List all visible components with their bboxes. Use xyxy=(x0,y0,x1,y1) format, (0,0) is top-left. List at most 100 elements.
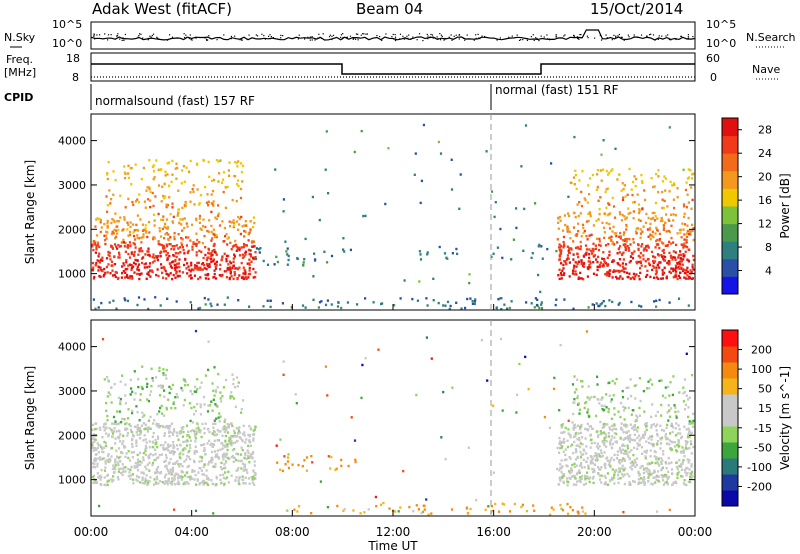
heatmap-cell xyxy=(575,464,578,467)
noise-search-dot xyxy=(185,36,187,39)
heatmap-cell xyxy=(571,272,574,275)
heatmap-cell xyxy=(232,397,235,400)
noise-search-dot xyxy=(448,36,450,38)
heatmap-cell xyxy=(191,393,194,396)
heatmap-cell xyxy=(607,483,610,486)
heatmap-cell xyxy=(231,245,234,248)
heatmap-cell xyxy=(243,431,246,434)
heatmap-cell xyxy=(644,198,647,202)
heatmap-cell xyxy=(155,376,158,379)
heatmap-cell xyxy=(657,462,660,465)
heatmap-cell xyxy=(668,439,671,442)
heatmap-cell xyxy=(575,450,578,454)
heatmap-cell xyxy=(225,453,228,456)
heatmap-cell xyxy=(94,422,97,425)
heatmap-cell xyxy=(131,223,135,226)
heatmap-cell xyxy=(146,235,149,239)
heatmap-cell xyxy=(690,186,693,189)
heatmap-cell xyxy=(220,468,223,471)
heatmap-cell xyxy=(598,208,601,211)
heatmap-cell xyxy=(174,461,177,465)
heatmap-cell xyxy=(641,181,644,184)
heatmap-cell xyxy=(229,225,232,228)
heatmap-cell xyxy=(639,228,642,231)
heatmap-cell xyxy=(647,380,650,383)
noise-search-dot xyxy=(453,35,455,37)
heatmap-cell xyxy=(136,469,140,472)
heatmap-cell xyxy=(597,447,600,450)
heatmap-cell xyxy=(592,475,595,479)
heatmap-cell xyxy=(675,461,678,464)
heatmap-cell xyxy=(189,439,192,442)
heatmap-cell xyxy=(186,465,189,469)
heatmap-cell xyxy=(130,252,133,256)
heatmap-cell xyxy=(119,402,122,405)
heatmap-cell xyxy=(155,273,158,277)
heatmap-cell xyxy=(685,181,688,184)
heatmap-cell xyxy=(199,276,202,279)
noise-right-tick-bottom: 10^0 xyxy=(706,37,736,50)
noise-search-dot xyxy=(692,35,694,38)
heatmap-cell xyxy=(619,237,622,240)
heatmap-cell xyxy=(200,228,203,231)
heatmap-cell xyxy=(135,228,138,232)
noise-search-dot xyxy=(121,39,123,42)
noise-left-tick-top: 10^5 xyxy=(52,18,82,31)
heatmap-cell xyxy=(662,227,666,230)
heatmap-cell xyxy=(112,475,115,478)
heatmap-cell xyxy=(670,440,673,443)
heatmap-cell xyxy=(173,483,176,486)
heatmap-cell xyxy=(166,426,170,429)
heatmap-cell xyxy=(682,228,685,231)
heatmap-cell xyxy=(152,170,156,173)
heatmap-cell xyxy=(393,304,396,307)
heatmap-cell xyxy=(576,246,579,249)
heatmap-cell xyxy=(228,220,231,223)
heatmap-cell xyxy=(664,386,667,389)
heatmap-cell xyxy=(200,263,203,266)
heatmap-cell xyxy=(222,444,225,447)
colorbar-tick-label: 15 xyxy=(758,402,772,415)
heatmap-cell xyxy=(625,225,628,228)
heatmap-cell xyxy=(599,303,602,306)
heatmap-cell xyxy=(683,242,686,245)
heatmap-cell xyxy=(214,265,217,268)
heatmap-cell xyxy=(644,423,647,426)
heatmap-cell xyxy=(115,430,118,433)
heatmap-cell xyxy=(681,267,684,271)
heatmap-cell xyxy=(562,473,566,476)
heatmap-cell xyxy=(212,442,215,446)
heatmap-cell xyxy=(185,424,189,427)
heatmap-cell xyxy=(584,244,588,247)
heatmap-cell xyxy=(243,465,246,468)
heatmap-cell xyxy=(685,446,688,450)
noise-search-dot xyxy=(272,37,274,39)
heatmap-cell xyxy=(162,373,165,377)
heatmap-cell xyxy=(567,214,571,218)
heatmap-cell xyxy=(667,456,670,460)
noise-search-dot xyxy=(151,34,153,37)
heatmap-cell xyxy=(622,243,625,247)
heatmap-cell xyxy=(168,435,171,438)
heatmap-cell xyxy=(562,235,566,239)
heatmap-cell xyxy=(598,445,601,448)
heatmap-cell xyxy=(286,247,289,250)
heatmap-cell xyxy=(691,475,694,478)
heatmap-cell xyxy=(158,410,161,413)
heatmap-cell xyxy=(164,233,167,236)
heatmap-cell xyxy=(627,276,630,279)
heatmap-cell xyxy=(171,159,174,163)
heatmap-cell xyxy=(644,455,647,458)
heatmap-cell xyxy=(577,260,580,263)
heatmap-cell xyxy=(219,448,222,451)
heatmap-cell xyxy=(162,215,165,218)
heatmap-cell xyxy=(654,458,658,461)
noise-search-dot xyxy=(675,38,677,41)
noise-search-dot xyxy=(440,34,442,36)
heatmap-cell xyxy=(593,441,596,445)
heatmap-cell xyxy=(642,471,645,475)
heatmap-cell xyxy=(628,167,631,171)
heatmap-cell xyxy=(635,227,638,230)
heatmap-cell xyxy=(497,510,501,513)
heatmap-cell xyxy=(115,449,118,452)
